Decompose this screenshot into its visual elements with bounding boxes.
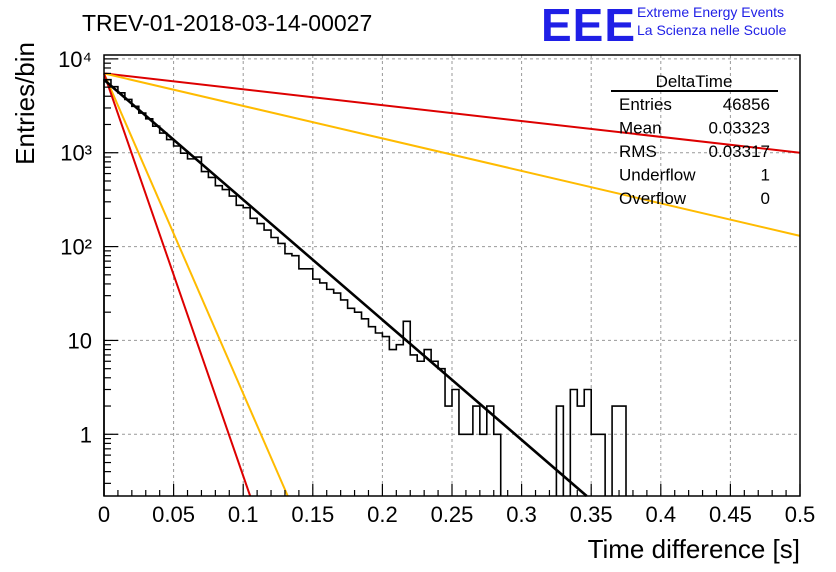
- stats-value: 0.03323: [709, 119, 770, 138]
- x-axis-label: Time difference [s]: [588, 534, 800, 564]
- exponential-fit-line: [103, 78, 588, 497]
- red-curve: [103, 73, 252, 497]
- stats-value: 0.03317: [709, 142, 770, 161]
- x-tick-label: 0.4: [646, 502, 677, 527]
- histogram-series: [103, 78, 627, 496]
- y-tick-label: 10⁴: [58, 47, 92, 72]
- y-tick-label: 1: [80, 422, 92, 447]
- fit-curve: [103, 78, 588, 497]
- logo-caption-line2: La Scienza nelle Scuole: [637, 22, 787, 38]
- y-axis-label: Entries/bin: [10, 42, 40, 165]
- stats-label: Entries: [619, 95, 672, 114]
- x-tick-label: 0: [98, 502, 110, 527]
- stats-label: Mean: [619, 119, 662, 138]
- x-tick-label: 0.3: [506, 502, 537, 527]
- x-tick-label: 0.25: [431, 502, 474, 527]
- logo-caption-line1: Extreme Energy Events: [637, 4, 785, 20]
- stats-name: DeltaTime: [656, 72, 733, 91]
- x-tick-label: 0.5: [785, 502, 816, 527]
- orange-curve: [103, 72, 801, 237]
- red-curve: [103, 72, 801, 154]
- y-tick-label: 10: [68, 328, 92, 353]
- stats-value: 46856: [723, 95, 770, 114]
- stats-label: RMS: [619, 142, 657, 161]
- grid: [104, 55, 800, 496]
- stats-label: Underflow: [619, 166, 696, 185]
- reference-curves: [103, 72, 801, 497]
- orange-curve: [103, 73, 289, 497]
- x-tick-label: 0.2: [367, 502, 398, 527]
- y-tick-label: 10²: [60, 235, 92, 260]
- chart-title: TREV-01-2018-03-14-00027: [82, 10, 373, 36]
- stats-box: DeltaTime Entries 46856 Mean 0.03323 RMS 0.03…: [611, 72, 778, 208]
- x-tick-label: 0.1: [228, 502, 259, 527]
- x-tick-label: 0.45: [709, 502, 752, 527]
- logo-caption: Extreme Energy Events La Scienza nelle S…: [637, 3, 786, 39]
- axis-ticks: 0 0.05 0.1 0.15 0.2 0.25 0.3 0.35 0.4 0.45 0.51101…: [58, 47, 815, 527]
- eee-logo: EEE: [541, 0, 637, 51]
- x-tick-label: 0.05: [152, 502, 195, 527]
- stats-value: 0: [761, 189, 770, 208]
- x-tick-label: 0.15: [291, 502, 334, 527]
- stats-value: 1: [761, 166, 770, 185]
- stats-label: Overflow: [619, 189, 687, 208]
- y-tick-label: 10³: [60, 141, 92, 166]
- x-tick-label: 0.35: [570, 502, 613, 527]
